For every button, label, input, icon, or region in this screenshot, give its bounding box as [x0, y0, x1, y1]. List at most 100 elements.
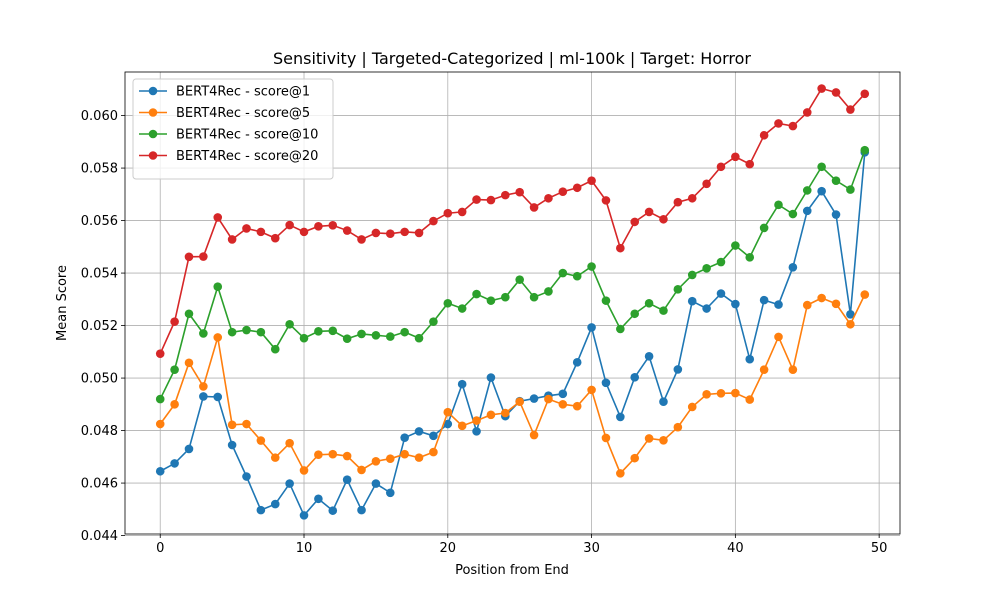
data-point	[673, 197, 683, 207]
data-point	[587, 176, 596, 185]
data-point	[270, 453, 280, 462]
data-point	[817, 84, 826, 93]
data-point	[544, 193, 553, 203]
data-point	[846, 105, 855, 114]
data-point	[716, 162, 726, 172]
legend-box	[132, 78, 334, 180]
data-point	[486, 373, 496, 382]
data-point	[314, 450, 323, 460]
data-point	[256, 436, 266, 445]
data-point	[515, 275, 524, 284]
data-point	[429, 447, 438, 457]
legend-swatch-marker	[148, 86, 158, 96]
data-point	[213, 333, 223, 342]
data-point	[256, 227, 266, 237]
data-point	[414, 228, 424, 238]
data-point	[716, 389, 726, 398]
x-tick-label: 40	[727, 541, 744, 556]
data-point	[328, 449, 338, 459]
data-point	[630, 309, 640, 319]
data-point	[357, 235, 366, 244]
data-point	[486, 410, 496, 420]
data-point	[170, 459, 179, 468]
chart-title: Sensitivity | Targeted-Categorized | ml-…	[273, 49, 751, 68]
data-point	[630, 372, 640, 382]
y-tick-label: 0.052	[81, 319, 118, 334]
data-point	[601, 378, 611, 388]
data-point	[759, 295, 769, 305]
data-point	[242, 472, 251, 481]
plot-area	[155, 84, 870, 520]
data-point	[817, 186, 826, 196]
data-point	[242, 419, 251, 429]
data-point	[371, 330, 381, 340]
data-point	[256, 505, 266, 515]
data-point	[616, 324, 625, 334]
data-point	[213, 282, 223, 292]
data-point	[544, 287, 553, 296]
y-tick-label: 0.044	[81, 529, 118, 544]
data-point	[659, 397, 668, 407]
y-tick-label: 0.056	[81, 214, 118, 229]
series-3	[155, 145, 870, 404]
data-point	[184, 444, 194, 454]
data-point	[860, 89, 870, 99]
data-point	[429, 431, 438, 441]
data-point	[155, 394, 165, 404]
data-point	[227, 440, 237, 450]
data-point	[501, 190, 510, 200]
data-point	[846, 319, 855, 329]
data-point	[184, 309, 194, 319]
data-point	[199, 382, 208, 391]
data-point	[328, 221, 338, 230]
data-point	[371, 479, 381, 488]
data-point	[486, 195, 496, 205]
data-point	[385, 332, 395, 341]
series-2	[155, 290, 870, 478]
data-point	[400, 227, 409, 237]
data-point	[702, 264, 711, 273]
data-point	[644, 434, 654, 443]
data-point	[414, 427, 424, 436]
data-point	[314, 494, 323, 504]
data-point	[774, 332, 783, 342]
data-point	[860, 145, 870, 155]
y-tick-label: 0.046	[81, 477, 118, 492]
legend-swatch-marker	[148, 129, 158, 139]
data-point	[443, 208, 453, 218]
data-point	[457, 379, 467, 389]
data-point	[213, 213, 223, 222]
data-point	[242, 224, 251, 233]
x-axis-label: Position from End	[455, 563, 569, 578]
data-point	[601, 433, 611, 443]
data-point	[731, 388, 740, 398]
data-point	[759, 130, 769, 140]
data-point	[342, 451, 352, 461]
data-point	[299, 511, 309, 520]
data-point	[342, 226, 352, 235]
data-point	[299, 466, 309, 475]
data-point	[644, 351, 654, 361]
data-point	[256, 327, 266, 337]
axis-ticks: 0 10 20 30 40 50 0.044 0.046 0.048 0.050 0.052 0.05…	[81, 109, 888, 556]
data-point	[702, 304, 711, 313]
data-point	[788, 121, 798, 131]
data-point	[457, 304, 467, 313]
data-point	[659, 435, 668, 445]
data-point	[199, 329, 208, 338]
data-point	[687, 402, 697, 412]
data-point	[285, 319, 294, 329]
data-point	[745, 159, 755, 169]
data-point	[529, 292, 539, 302]
data-point	[357, 505, 366, 515]
data-point	[673, 365, 683, 374]
plot-frame	[124, 71, 901, 535]
data-point	[529, 203, 539, 212]
data-point	[170, 365, 179, 374]
series-4	[155, 84, 870, 358]
data-point	[443, 407, 453, 417]
data-point	[687, 193, 697, 203]
data-point	[515, 397, 524, 407]
x-tick-label: 30	[583, 541, 600, 556]
data-point	[414, 453, 424, 462]
